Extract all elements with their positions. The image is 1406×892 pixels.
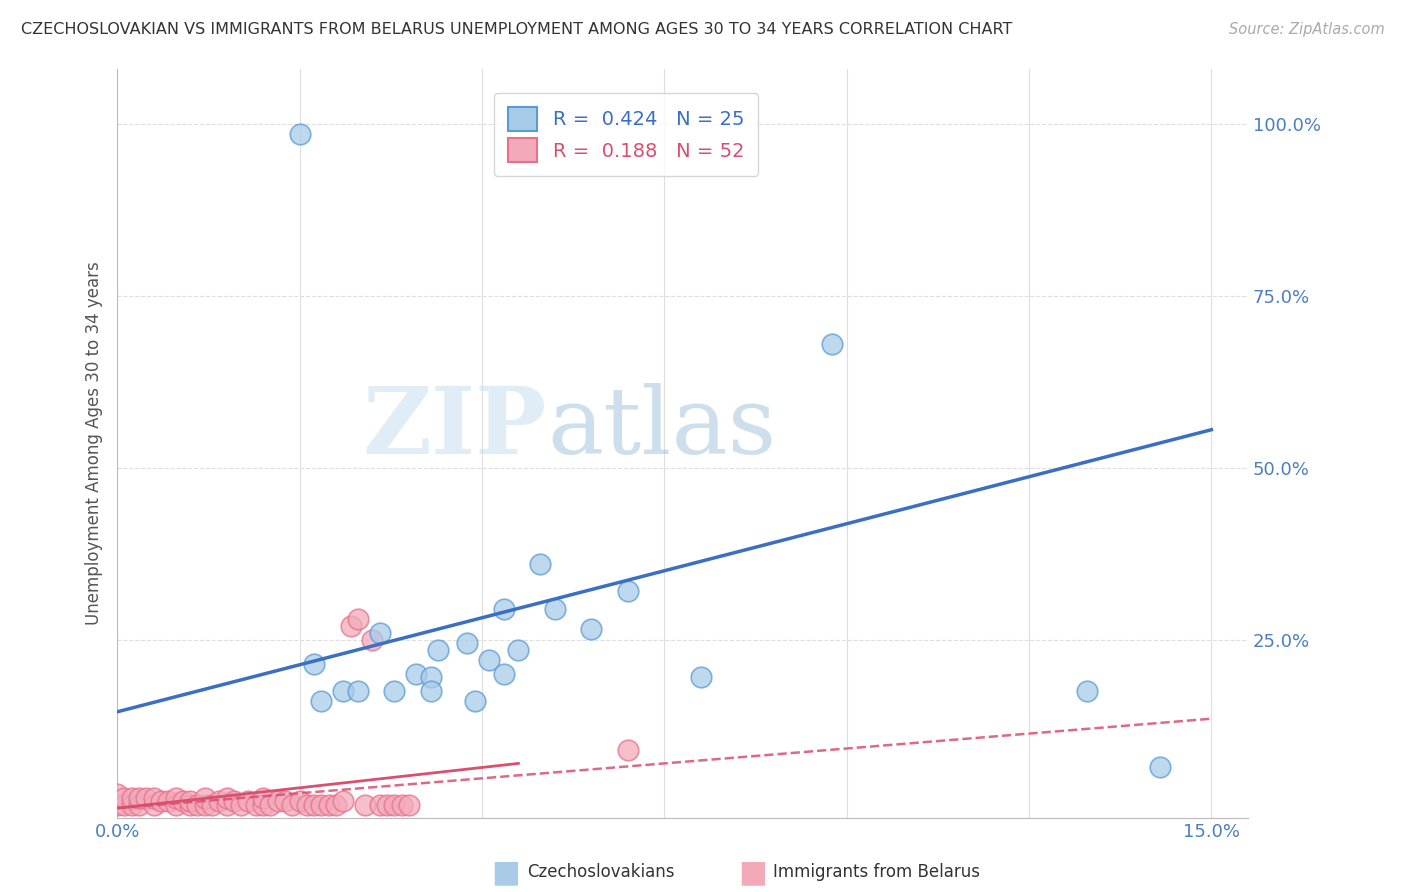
Text: ZIP: ZIP (363, 384, 547, 474)
Point (194, 790, 217, 805)
Point (492, 601, 515, 615)
Y-axis label: Unemployment Among Ages 30 to 34 years: Unemployment Among Ages 30 to 34 years (86, 261, 103, 625)
Point (135, 790, 157, 805)
Point (288, 794, 311, 808)
Point (478, 653, 501, 667)
Point (105, 797, 128, 812)
Point (1076, 684, 1098, 698)
Point (295, 797, 318, 812)
Point (114, 797, 136, 812)
Point (274, 794, 297, 808)
Legend: R =  0.424   N = 25, R =  0.188   N = 52: R = 0.424 N = 25, R = 0.188 N = 52 (495, 94, 758, 176)
Point (332, 794, 354, 808)
Point (318, 797, 340, 812)
Point (311, 797, 333, 812)
Point (508, 643, 530, 657)
Point (142, 797, 165, 812)
Point (194, 797, 217, 812)
Text: Source: ZipAtlas.com: Source: ZipAtlas.com (1229, 22, 1385, 37)
Point (617, 584, 640, 599)
Point (382, 797, 405, 812)
Point (332, 684, 354, 698)
Point (238, 794, 260, 808)
Point (165, 797, 187, 812)
Text: Immigrants from Belarus: Immigrants from Belarus (773, 863, 980, 881)
Text: CZECHOSLOVAKIAN VS IMMIGRANTS FROM BELARUS UNEMPLOYMENT AMONG AGES 30 TO 34 YEAR: CZECHOSLOVAKIAN VS IMMIGRANTS FROM BELAR… (21, 22, 1012, 37)
Point (325, 797, 347, 812)
Point (128, 790, 150, 805)
Point (368, 625, 391, 640)
Point (529, 557, 551, 571)
Point (821, 336, 844, 351)
Point (361, 632, 384, 647)
Point (581, 622, 603, 636)
Point (128, 797, 150, 812)
Point (245, 797, 267, 812)
Point (186, 797, 208, 812)
Point (368, 797, 391, 812)
Point (201, 797, 224, 812)
Point (1149, 760, 1171, 774)
Point (121, 797, 143, 812)
Point (252, 790, 274, 805)
Point (347, 684, 370, 698)
Point (215, 797, 238, 812)
Point (689, 670, 711, 684)
Point (252, 797, 274, 812)
Point (215, 790, 238, 805)
Point (464, 694, 486, 708)
Point (259, 797, 281, 812)
Point (149, 794, 172, 808)
Point (266, 794, 288, 808)
Point (354, 797, 377, 812)
Point (617, 742, 640, 756)
Point (157, 794, 180, 808)
Point (347, 612, 370, 626)
Point (492, 667, 515, 681)
Point (172, 794, 194, 808)
Point (179, 797, 201, 812)
Point (179, 794, 201, 808)
Point (544, 601, 567, 615)
Point (105, 788, 128, 802)
Point (419, 684, 441, 698)
Text: Czechoslovakians: Czechoslovakians (527, 863, 675, 881)
Point (382, 684, 405, 698)
Point (142, 790, 165, 805)
Point (222, 794, 245, 808)
Point (114, 790, 136, 805)
Point (427, 643, 450, 657)
Point (391, 797, 413, 812)
Point (419, 670, 441, 684)
Text: ■: ■ (738, 858, 766, 887)
Point (456, 636, 478, 650)
Point (288, 127, 311, 141)
Point (281, 797, 304, 812)
Point (231, 797, 253, 812)
Text: atlas: atlas (547, 384, 776, 474)
Point (121, 790, 143, 805)
Point (405, 667, 427, 681)
Point (208, 794, 231, 808)
Text: ■: ■ (492, 858, 520, 887)
Point (311, 694, 333, 708)
Point (339, 619, 361, 633)
Point (302, 797, 325, 812)
Point (165, 790, 187, 805)
Point (375, 797, 398, 812)
Point (398, 797, 420, 812)
Point (302, 657, 325, 671)
